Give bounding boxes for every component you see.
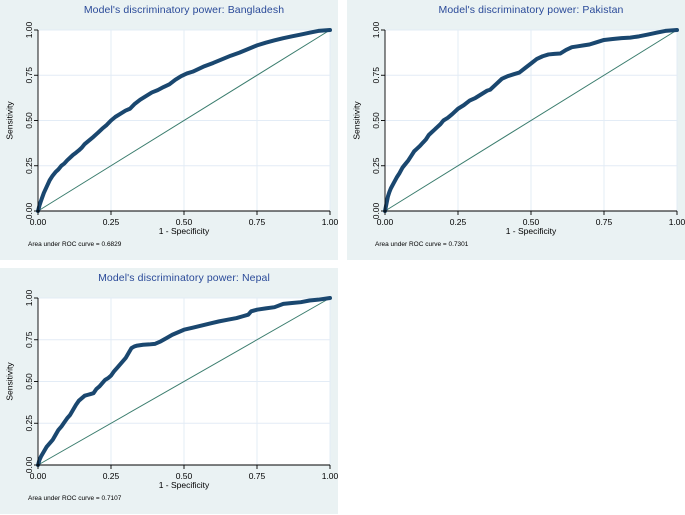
svg-text:0.00: 0.00 [377,217,394,227]
svg-text:0.25: 0.25 [371,157,381,174]
svg-text:0.50: 0.50 [176,471,193,481]
svg-text:0.50: 0.50 [523,217,540,227]
svg-text:0.25: 0.25 [103,217,120,227]
svg-text:0.25: 0.25 [24,157,34,174]
roc-panel-bangladesh: 0.00 0.25 0.50 0.75 1.00 0.00 0.25 0.50 0.75 1.00… [0,0,338,260]
svg-text:0.50: 0.50 [371,112,381,129]
x-axis-label: 1 - Specificity [158,480,210,490]
y-axis-label: Sensitivity [351,101,362,140]
svg-text:0.50: 0.50 [24,373,34,390]
svg-text:0.75: 0.75 [24,67,34,84]
svg-text:1.00: 1.00 [371,21,381,38]
svg-text:0.00: 0.00 [24,202,34,219]
chart-title: Model's discriminatory power: Pakistan [438,4,624,16]
svg-text:0.75: 0.75 [24,331,34,348]
x-axis-label: 1 - Specificity [505,226,557,236]
svg-text:1.00: 1.00 [322,217,338,227]
svg-text:1.00: 1.00 [669,217,685,227]
y-axis-label: Sensitivity [4,362,15,401]
svg-text:0.00: 0.00 [30,471,47,481]
roc-panel-pakistan: 0.00 0.25 0.50 0.75 1.00 0.00 0.25 0.50 0.75 1.00… [347,0,685,260]
svg-text:0.75: 0.75 [249,471,266,481]
svg-text:0.00: 0.00 [30,217,47,227]
roc-plot-svg-nepal: 0.00 0.25 0.50 0.75 1.00 0.00 0.25 0.50 0.75 1.00 [24,289,338,481]
roc-plot-svg-pakistan: 0.00 0.25 0.50 0.75 1.00 0.00 0.25 0.50 0.75 1.00 [371,21,685,227]
auc-note: Area under ROC curve = 0.7301 [375,241,469,248]
x-axis-label: 1 - Specificity [158,226,210,236]
auc-note: Area under ROC curve = 0.6829 [28,241,122,248]
svg-text:0.50: 0.50 [24,112,34,129]
svg-text:0.75: 0.75 [249,217,266,227]
svg-text:0.00: 0.00 [24,456,34,473]
svg-text:0.75: 0.75 [596,217,613,227]
roc-panel-nepal: 0.00 0.25 0.50 0.75 1.00 0.00 0.25 0.50 0.75 1.00… [0,268,338,514]
roc-plot-svg-bangladesh: 0.00 0.25 0.50 0.75 1.00 0.00 0.25 0.50 0.75 1.00 [24,21,338,227]
svg-text:1.00: 1.00 [24,21,34,38]
svg-text:0.25: 0.25 [450,217,467,227]
auc-note: Area under ROC curve = 0.7107 [28,495,122,502]
svg-text:0.25: 0.25 [103,471,120,481]
svg-text:0.00: 0.00 [371,202,381,219]
svg-text:1.00: 1.00 [24,289,34,306]
chart-title: Model's discriminatory power: Bangladesh [83,4,285,16]
svg-text:0.50: 0.50 [176,217,193,227]
chart-title: Model's discriminatory power: Nepal [98,272,270,284]
y-axis-label: Sensitivity [4,101,15,140]
svg-text:1.00: 1.00 [322,471,338,481]
svg-text:0.75: 0.75 [371,67,381,84]
svg-text:0.25: 0.25 [24,415,34,432]
